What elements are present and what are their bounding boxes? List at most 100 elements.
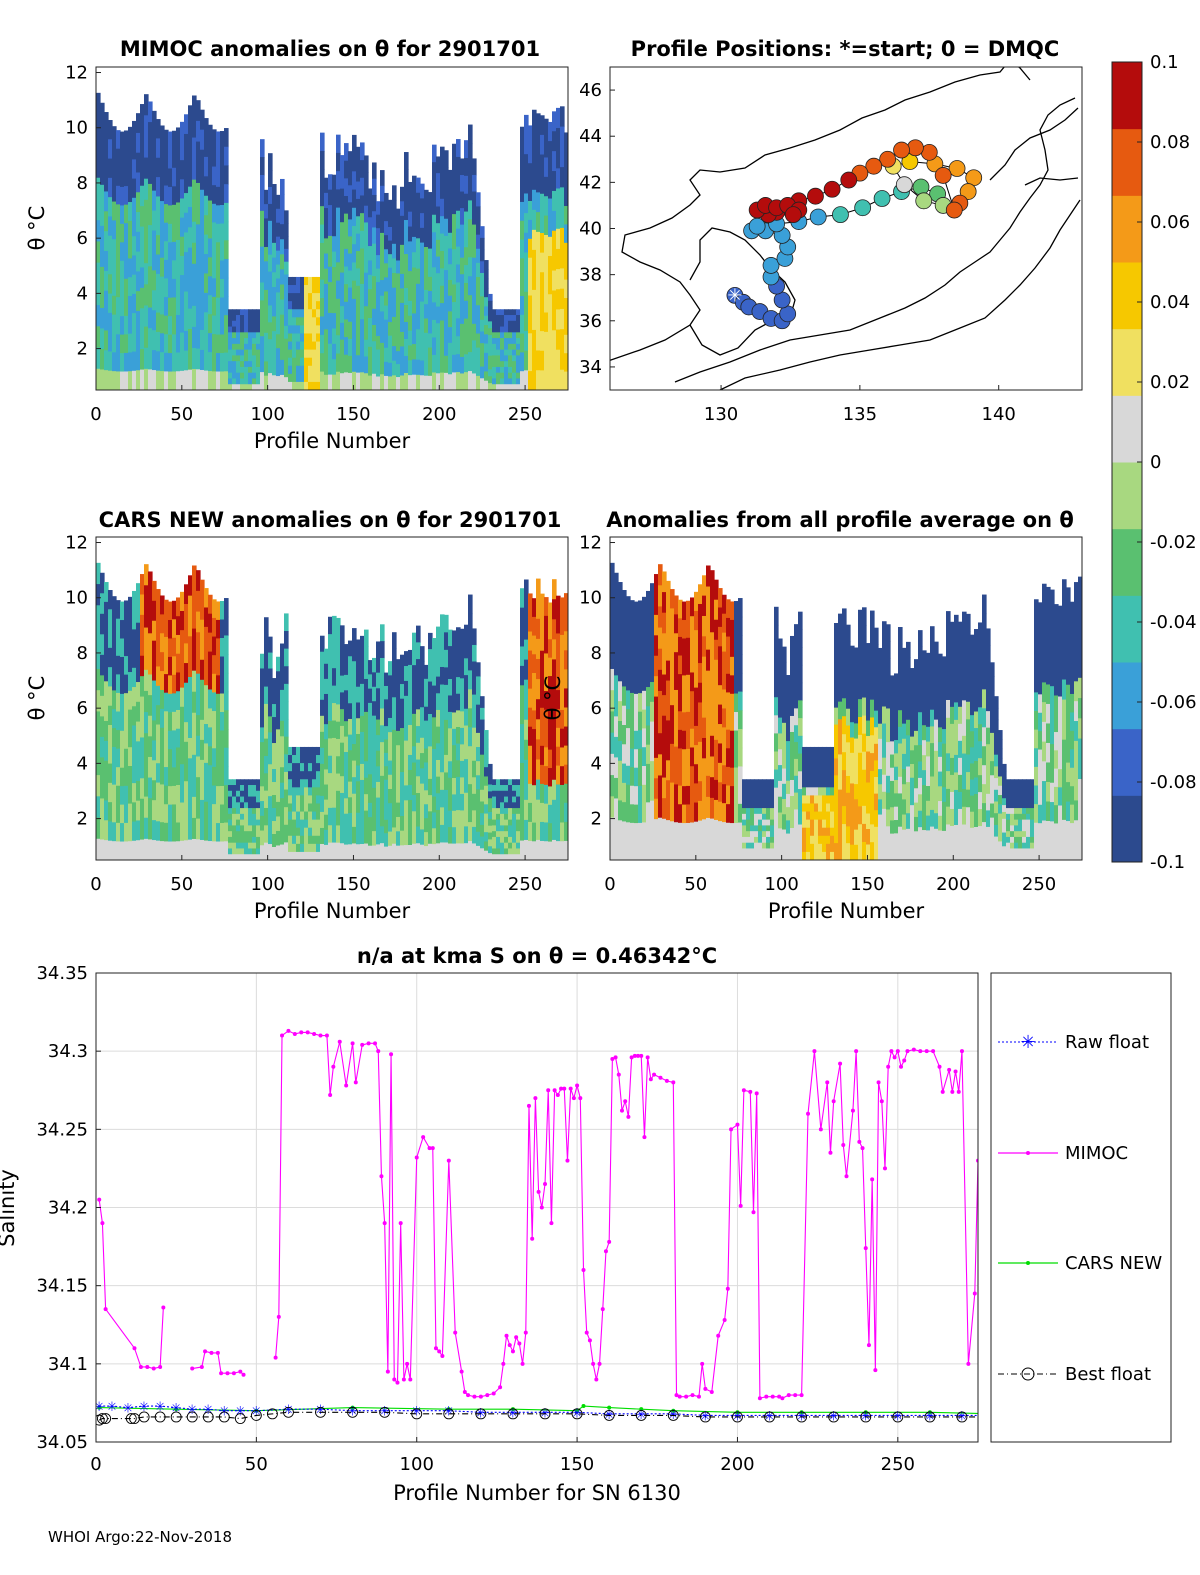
heatmap-cell	[488, 376, 493, 384]
heatmap-cell	[448, 679, 453, 697]
heatmap-cell	[176, 146, 181, 166]
heatmap-cell	[532, 691, 537, 711]
heatmap-cell	[882, 672, 887, 691]
heatmap-cell	[870, 806, 875, 825]
heatmap-cell	[240, 355, 245, 362]
heatmap-cell	[934, 828, 939, 846]
heatmap-cell	[480, 766, 485, 779]
heatmap-cell	[348, 797, 353, 814]
heatmap-cell	[1014, 848, 1019, 855]
heatmap-cell	[356, 828, 361, 845]
heatmap-cell	[942, 816, 947, 832]
heatmap-cell	[842, 806, 847, 825]
heatmap-cell	[798, 611, 803, 630]
heatmap-cell	[646, 667, 651, 688]
heatmap-cell	[846, 708, 851, 727]
heatmap-cell	[1030, 854, 1035, 860]
heatmap-cell	[228, 326, 233, 333]
heatmap-cell	[448, 295, 453, 313]
heatmap-cell	[1030, 785, 1035, 792]
heatmap-cell	[638, 822, 643, 843]
heatmap-cell	[690, 747, 695, 767]
heatmap-cell	[1002, 763, 1007, 772]
heatmap-cell	[730, 693, 735, 713]
heatmap-cell	[650, 682, 655, 703]
heatmap-cell	[164, 297, 169, 317]
heatmap-cell	[536, 578, 541, 600]
heatmap-cell	[292, 301, 297, 310]
heatmap-cell	[746, 819, 751, 826]
heatmap-cell	[300, 763, 305, 772]
heatmap-cell	[838, 684, 843, 703]
heatmap-cell	[548, 370, 553, 390]
heatmap-cell	[108, 139, 113, 160]
heatmap-cell	[504, 355, 509, 362]
heatmap-cell	[500, 378, 505, 385]
heatmap-cell	[500, 779, 505, 786]
heatmap-cell	[112, 671, 117, 692]
heatmap-cell	[460, 241, 465, 259]
heatmap-cell	[978, 792, 983, 810]
heatmap-cell	[508, 813, 513, 821]
heatmap-cell	[730, 841, 735, 860]
heatmap-cell	[754, 779, 759, 786]
heatmap-cell	[480, 836, 485, 849]
heatmap-cell	[516, 384, 521, 390]
heatmap-cell	[316, 293, 321, 302]
heatmap-cell	[1034, 822, 1039, 842]
heatmap-cell	[1078, 779, 1082, 800]
heatmap-cell	[738, 654, 743, 674]
heatmap-cell	[264, 247, 269, 262]
heatmap-cell	[500, 349, 505, 356]
heatmap-cell	[464, 354, 469, 373]
heatmap-cell	[208, 238, 213, 258]
heatmap-cell	[830, 787, 835, 796]
heatmap-cell	[938, 653, 943, 670]
heatmap-cell	[738, 635, 743, 655]
heatmap-cell	[662, 633, 667, 655]
heatmap-cell	[536, 251, 541, 273]
heatmap-cell	[902, 708, 907, 725]
heatmap-cell	[272, 301, 277, 318]
heatmap-cell	[654, 757, 659, 779]
heatmap-cell	[1066, 840, 1071, 860]
heatmap-cell	[962, 682, 967, 701]
heatmap-cell	[822, 755, 827, 764]
heatmap-cell	[184, 153, 189, 174]
heatmap-cell	[244, 326, 249, 333]
heatmap-cell	[248, 332, 253, 339]
heatmap-cell	[1030, 825, 1035, 832]
heatmap-cell	[404, 186, 409, 204]
heatmap-cell	[152, 290, 157, 311]
heatmap-cell	[646, 687, 651, 707]
heatmap-cell	[986, 678, 991, 696]
heatmap-cell	[742, 825, 747, 832]
heatmap-cell	[508, 372, 513, 380]
heatmap-cell	[786, 754, 791, 769]
heatmap-cell	[260, 830, 265, 846]
heatmap-cell	[444, 807, 449, 826]
heatmap-cell	[284, 683, 289, 703]
heatmap-cell	[556, 329, 561, 351]
heatmap-cell	[388, 254, 393, 269]
heatmap-cell	[1038, 657, 1043, 677]
heatmap-cell	[260, 815, 265, 832]
heatmap-cell	[312, 746, 317, 756]
heatmap-cell	[742, 808, 747, 815]
heatmap-cell	[520, 126, 525, 147]
heatmap-cell	[488, 811, 493, 820]
heatmap-cell	[496, 343, 501, 351]
heatmap-cell	[216, 186, 221, 206]
heatmap-cell	[308, 341, 313, 351]
heatmap-cell	[284, 754, 289, 773]
heatmap-cell	[886, 624, 891, 642]
heatmap-cell	[472, 793, 477, 811]
heatmap-cell	[256, 309, 261, 316]
heatmap-cell	[906, 797, 911, 814]
heatmap-cell	[468, 276, 473, 296]
heatmap-cell	[464, 725, 469, 743]
heatmap-cell	[124, 637, 129, 657]
heatmap-cell	[722, 841, 727, 860]
heatmap-cell	[332, 190, 337, 207]
heatmap-cell	[156, 685, 161, 706]
